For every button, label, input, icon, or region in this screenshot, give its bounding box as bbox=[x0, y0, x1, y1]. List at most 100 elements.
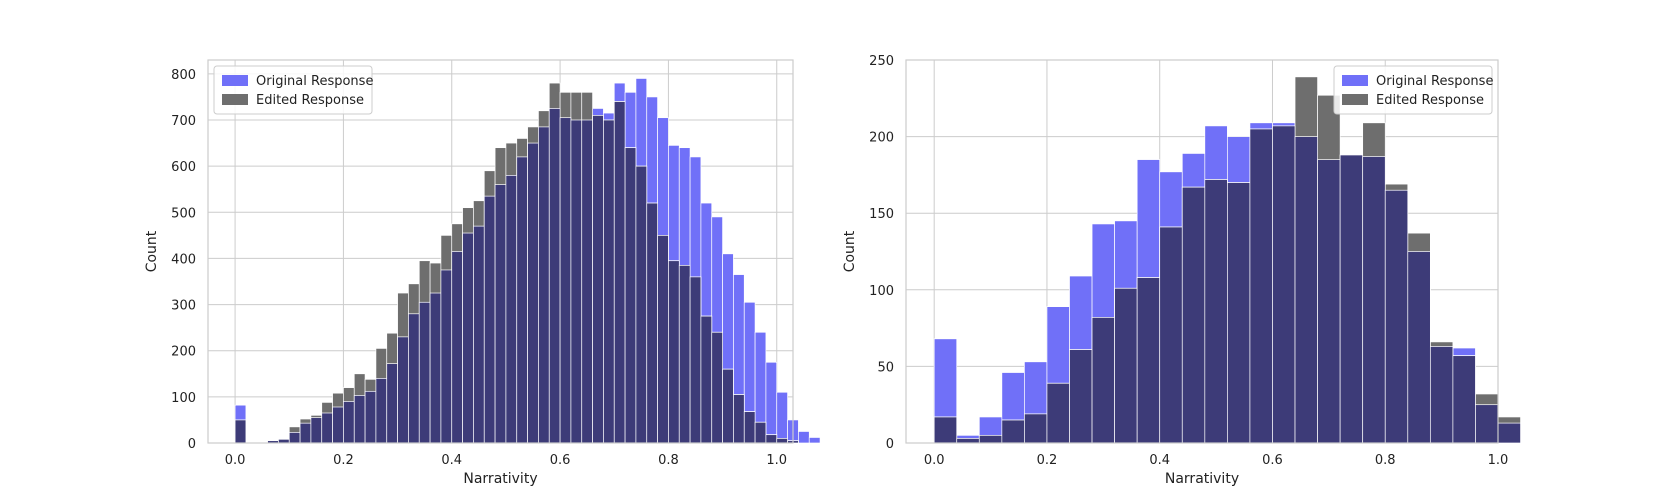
x-tick-label: 1.0 bbox=[1488, 453, 1509, 468]
overlap-bar bbox=[332, 406, 344, 444]
overlap-bar bbox=[570, 119, 583, 444]
overlap-bar bbox=[1317, 159, 1341, 444]
overlap-bar bbox=[754, 421, 767, 444]
overlap-bar bbox=[978, 434, 1003, 444]
overlap-bar bbox=[1204, 179, 1228, 444]
overlap-bar bbox=[527, 142, 539, 444]
y-tick-label: 0 bbox=[886, 437, 894, 452]
x-tick-label: 0.2 bbox=[333, 453, 354, 468]
y-tick-label: 50 bbox=[877, 360, 894, 375]
legend: Original Response Edited Response bbox=[213, 65, 373, 115]
overlap-bar bbox=[933, 416, 958, 444]
overlap-bar bbox=[743, 411, 756, 444]
original-response-bar bbox=[798, 431, 810, 444]
overlap-bar bbox=[234, 419, 247, 444]
y-tick-label: 100 bbox=[869, 284, 894, 299]
legend-swatch-original bbox=[1342, 75, 1368, 86]
legend-label-edited: Edited Response bbox=[256, 93, 364, 108]
plot-frame bbox=[207, 59, 794, 444]
overlap-bar bbox=[1272, 125, 1296, 444]
y-tick-label: 600 bbox=[171, 160, 196, 175]
overlap-bar bbox=[440, 269, 453, 444]
overlap-bar bbox=[592, 115, 604, 444]
overlap-bar bbox=[473, 225, 485, 444]
overlap-bar bbox=[581, 119, 593, 444]
y-tick-label: 250 bbox=[869, 54, 894, 69]
x-tick-label: 0.8 bbox=[1375, 453, 1396, 468]
left-histogram-panel: 0.0 0.2 0.4 0.6 0.8 1.0 0 100 200 300 400 500 600 700… bbox=[144, 59, 821, 487]
legend-swatch-edited bbox=[1342, 94, 1368, 105]
y-tick-label: 0 bbox=[188, 437, 196, 452]
legend-swatch-original bbox=[222, 75, 248, 86]
y-tick-label: 200 bbox=[171, 345, 196, 360]
overlap-bar bbox=[603, 119, 615, 444]
x-axis-title: Narrativity bbox=[1165, 471, 1239, 487]
overlap-bar bbox=[1362, 156, 1386, 444]
x-axis-title: Narrativity bbox=[463, 471, 537, 487]
overlap-bar bbox=[1181, 186, 1206, 444]
overlap-bar bbox=[1227, 182, 1251, 444]
overlap-bar bbox=[429, 292, 442, 444]
overlap-bar bbox=[1001, 419, 1025, 444]
overlap-bar bbox=[646, 202, 658, 444]
overlap-bar bbox=[408, 313, 420, 444]
legend-box bbox=[213, 65, 373, 115]
overlap-bar bbox=[516, 156, 528, 444]
x-tick-label: 0.0 bbox=[225, 453, 246, 468]
x-tick-label: 0.6 bbox=[1262, 453, 1283, 468]
y-tick-label: 150 bbox=[869, 207, 894, 222]
legend-swatch-edited bbox=[222, 94, 248, 105]
overlap-bar bbox=[1339, 154, 1364, 444]
legend: Original Response Edited Response bbox=[1333, 65, 1493, 115]
overlap-bar bbox=[1114, 287, 1138, 444]
x-tick-label: 0.4 bbox=[1149, 453, 1170, 468]
overlap-bar bbox=[1497, 422, 1521, 444]
x-tick-label: 0.6 bbox=[550, 453, 571, 468]
overlap-bar bbox=[559, 117, 572, 444]
overlap-bar bbox=[1407, 251, 1431, 444]
original-response-bar bbox=[808, 437, 821, 444]
overlap-bar bbox=[624, 147, 637, 444]
overlap-bar bbox=[548, 108, 561, 444]
overlap-bar bbox=[483, 195, 496, 444]
y-tick-label: 700 bbox=[171, 114, 196, 129]
overlap-bar bbox=[364, 390, 377, 444]
overlap-bar bbox=[1249, 128, 1273, 444]
y-tick-label: 100 bbox=[171, 391, 196, 406]
overlap-bar bbox=[375, 378, 388, 444]
overlap-bar bbox=[1136, 277, 1161, 444]
x-tick-label: 1.0 bbox=[766, 453, 787, 468]
overlap-bar bbox=[689, 276, 702, 444]
overlap-bar bbox=[451, 251, 463, 444]
overlap-bar bbox=[1046, 382, 1070, 444]
overlap-bar bbox=[386, 363, 398, 444]
overlap-bar bbox=[722, 368, 734, 444]
overlap-bar bbox=[956, 438, 980, 444]
legend-label-edited: Edited Response bbox=[1376, 93, 1484, 108]
overlap-bar bbox=[538, 126, 550, 444]
overlap-bar bbox=[343, 401, 355, 444]
original-response-bar bbox=[765, 361, 778, 444]
overlap-bar bbox=[1429, 346, 1454, 444]
legend-label-original: Original Response bbox=[256, 74, 373, 89]
x-tick-label: 0.2 bbox=[1037, 453, 1058, 468]
overlap-bar bbox=[321, 412, 333, 444]
overlap-bar bbox=[288, 432, 301, 444]
y-tick-label: 800 bbox=[171, 68, 196, 83]
overlap-bar bbox=[1159, 226, 1183, 444]
x-tick-label: 0.0 bbox=[924, 453, 945, 468]
original-response-bar bbox=[776, 391, 788, 444]
overlap-bar bbox=[635, 165, 648, 444]
y-tick-label: 200 bbox=[869, 131, 894, 146]
overlap-bar bbox=[462, 232, 474, 444]
overlap-bar bbox=[353, 395, 366, 444]
legend-box bbox=[1333, 65, 1493, 115]
overlap-bar bbox=[505, 175, 518, 444]
overlap-bar bbox=[299, 422, 312, 444]
x-tick-label: 0.8 bbox=[658, 453, 679, 468]
overlap-bar bbox=[765, 434, 778, 444]
overlap-bar bbox=[1091, 317, 1115, 444]
overlap-bar bbox=[678, 264, 691, 444]
overlap-bar bbox=[776, 438, 788, 444]
